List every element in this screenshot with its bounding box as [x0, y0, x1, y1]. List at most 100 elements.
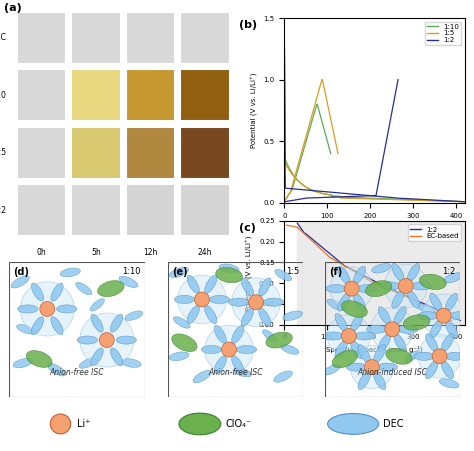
Ellipse shape [275, 269, 292, 281]
Ellipse shape [169, 267, 189, 277]
Ellipse shape [210, 295, 230, 304]
Y-axis label: Potential (V vs. Li/Li⁺): Potential (V vs. Li/Li⁺) [251, 73, 258, 148]
X-axis label: Specific Capacity (mAh g⁻¹): Specific Capacity (mAh g⁻¹) [326, 346, 423, 354]
Ellipse shape [98, 281, 124, 297]
Ellipse shape [445, 293, 457, 311]
Circle shape [327, 314, 371, 358]
Ellipse shape [392, 263, 404, 281]
Ellipse shape [414, 352, 434, 360]
Circle shape [50, 414, 71, 434]
Ellipse shape [377, 363, 398, 371]
Ellipse shape [187, 306, 200, 324]
FancyBboxPatch shape [181, 69, 229, 121]
Text: Anion-free ISC: Anion-free ISC [50, 368, 104, 377]
Ellipse shape [214, 325, 227, 343]
Ellipse shape [205, 306, 217, 324]
Text: 12h: 12h [143, 248, 158, 257]
Ellipse shape [205, 275, 217, 293]
FancyBboxPatch shape [72, 127, 120, 179]
Ellipse shape [417, 304, 435, 314]
Ellipse shape [380, 282, 401, 290]
Ellipse shape [193, 370, 211, 383]
Ellipse shape [237, 345, 257, 354]
Text: Anion-induced ISC: Anion-induced ISC [357, 368, 427, 377]
Ellipse shape [426, 361, 438, 379]
Ellipse shape [419, 274, 446, 290]
Ellipse shape [60, 268, 80, 277]
Ellipse shape [214, 356, 227, 374]
X-axis label: Specific Capacity (mAh g⁻¹): Specific Capacity (mAh g⁻¹) [326, 224, 423, 232]
Ellipse shape [335, 313, 347, 331]
Ellipse shape [233, 368, 252, 377]
Text: 24h: 24h [198, 248, 212, 257]
Ellipse shape [90, 299, 104, 311]
Ellipse shape [31, 317, 44, 335]
Ellipse shape [351, 313, 363, 331]
Ellipse shape [328, 414, 379, 434]
Text: ClO₄⁻: ClO₄⁻ [226, 419, 252, 429]
FancyBboxPatch shape [126, 69, 175, 121]
Ellipse shape [266, 332, 292, 348]
Text: 1:2: 1:2 [0, 206, 6, 215]
FancyBboxPatch shape [126, 12, 175, 64]
Y-axis label: Potential (V vs. Li/Li⁺): Potential (V vs. Li/Li⁺) [246, 235, 254, 311]
FancyBboxPatch shape [72, 12, 120, 64]
Ellipse shape [441, 361, 454, 379]
FancyBboxPatch shape [17, 184, 66, 236]
Ellipse shape [326, 285, 346, 293]
Ellipse shape [172, 334, 197, 352]
Text: 5h: 5h [91, 248, 101, 257]
Circle shape [384, 264, 428, 308]
Ellipse shape [17, 324, 35, 334]
Ellipse shape [187, 275, 200, 293]
Text: (f): (f) [328, 267, 342, 277]
FancyBboxPatch shape [72, 69, 120, 121]
FancyBboxPatch shape [126, 127, 175, 179]
Circle shape [100, 333, 114, 347]
Ellipse shape [11, 276, 29, 288]
Circle shape [194, 292, 210, 307]
Text: (d): (d) [13, 267, 29, 277]
Circle shape [371, 308, 414, 351]
FancyBboxPatch shape [126, 184, 175, 236]
Ellipse shape [121, 359, 141, 368]
Ellipse shape [263, 330, 277, 342]
Circle shape [249, 295, 264, 309]
Ellipse shape [411, 282, 431, 290]
Ellipse shape [274, 371, 292, 382]
Ellipse shape [394, 334, 406, 352]
Ellipse shape [418, 312, 438, 320]
Ellipse shape [357, 285, 377, 293]
Circle shape [385, 322, 400, 336]
Ellipse shape [232, 356, 244, 374]
Text: 1:2: 1:2 [443, 267, 456, 276]
Ellipse shape [259, 278, 271, 296]
Ellipse shape [386, 348, 412, 364]
Text: Anion-free ISC: Anion-free ISC [209, 368, 263, 377]
FancyBboxPatch shape [17, 69, 66, 121]
Circle shape [40, 302, 55, 317]
Ellipse shape [119, 276, 138, 288]
Ellipse shape [76, 282, 92, 295]
Ellipse shape [365, 281, 392, 297]
Legend: 1:2, EC-based: 1:2, EC-based [409, 225, 461, 241]
FancyBboxPatch shape [181, 184, 229, 236]
Ellipse shape [353, 266, 365, 284]
Ellipse shape [426, 334, 438, 352]
Text: Li⁺: Li⁺ [77, 419, 90, 429]
Ellipse shape [169, 352, 189, 361]
Ellipse shape [337, 293, 350, 311]
Ellipse shape [405, 350, 420, 362]
Text: DEC: DEC [0, 33, 6, 42]
Circle shape [422, 294, 465, 337]
Ellipse shape [407, 290, 420, 308]
Circle shape [232, 278, 281, 327]
Circle shape [80, 313, 134, 367]
Ellipse shape [173, 317, 190, 328]
Ellipse shape [445, 352, 465, 360]
Ellipse shape [374, 372, 386, 390]
Ellipse shape [449, 312, 469, 320]
Ellipse shape [358, 345, 370, 363]
Circle shape [222, 342, 237, 357]
Ellipse shape [79, 358, 97, 368]
